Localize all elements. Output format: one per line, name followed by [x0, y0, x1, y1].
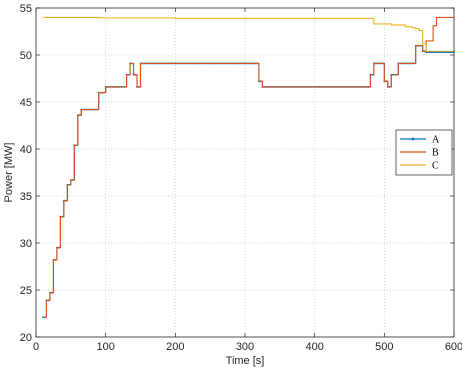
y-tick-label: 55 — [20, 3, 32, 15]
legend-label: A — [432, 135, 440, 146]
series-line-C — [42, 16, 455, 53]
y-tick-label: 25 — [20, 285, 32, 297]
y-tick-label: 35 — [20, 191, 32, 203]
legend-label: C — [432, 161, 439, 172]
legend-marker — [411, 137, 415, 141]
legend-item-A: A — [400, 135, 440, 146]
x-tick-label: 300 — [236, 341, 254, 353]
y-axis-title: Power [MW] — [3, 143, 15, 203]
x-tick-label: 600 — [445, 341, 462, 353]
x-tick-label: 200 — [166, 341, 184, 353]
series-B — [42, 16, 454, 318]
y-tick-label: 50 — [20, 50, 32, 62]
axes-box — [35, 7, 455, 338]
legend-item-B: B — [400, 148, 439, 159]
x-tick-label: 500 — [375, 341, 393, 353]
legend: ABC — [395, 129, 453, 176]
y-tick-label: 30 — [20, 238, 32, 250]
y-tick-label: 45 — [20, 97, 32, 109]
y-tick-label: 20 — [20, 332, 32, 344]
x-tick-label: 400 — [305, 341, 323, 353]
x-tick-label: 100 — [96, 341, 114, 353]
axes — [35, 7, 455, 338]
series-line-B — [42, 16, 454, 318]
x-tick-label: 0 — [33, 341, 39, 353]
tick-labels: 0 100 200 300 400 500 600 20 25 30 35 40 45 50 55 — [20, 3, 462, 353]
x-axis-title: Time [s] — [226, 355, 265, 367]
series-layer — [42, 16, 455, 319]
legend-label: B — [432, 148, 439, 159]
legend-item-C: C — [400, 161, 439, 172]
series-C — [42, 16, 455, 53]
y-tick-label: 40 — [20, 144, 32, 156]
